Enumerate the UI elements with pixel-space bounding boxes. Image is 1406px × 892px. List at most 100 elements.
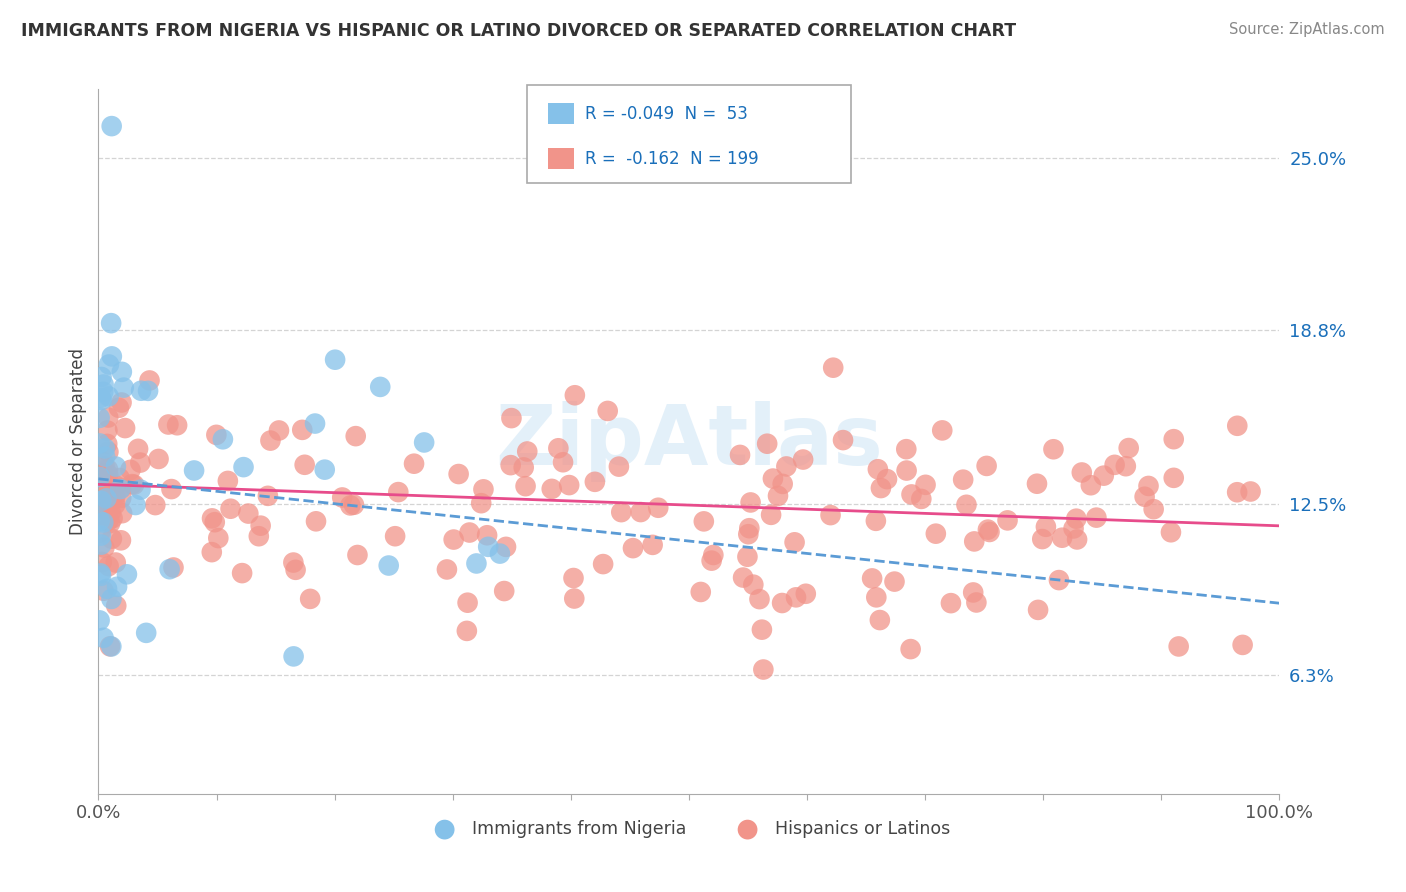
Point: [294, 458, 316, 472]
Point: [641, 538, 664, 552]
Point: [1035, 520, 1057, 534]
Point: [1080, 478, 1102, 492]
Point: [339, 499, 361, 513]
Point: [283, 556, 305, 570]
Point: [564, 388, 586, 402]
Point: [489, 547, 512, 561]
Point: [104, 490, 127, 504]
Point: [756, 436, 779, 450]
Point: [101, 532, 124, 546]
Point: [124, 498, 146, 512]
Point: [820, 508, 842, 522]
Point: [387, 485, 409, 500]
Point: [1026, 603, 1049, 617]
Point: [866, 462, 889, 476]
Point: [748, 592, 770, 607]
Point: [377, 558, 399, 573]
Point: [105, 599, 128, 613]
Point: [91, 384, 114, 399]
Point: [346, 548, 368, 562]
Point: [100, 119, 122, 133]
Point: [249, 518, 271, 533]
Point: [97, 410, 120, 425]
Point: [129, 456, 152, 470]
Point: [96, 424, 118, 438]
Point: [166, 418, 188, 433]
Point: [475, 528, 498, 542]
Point: [775, 459, 797, 474]
Point: [96, 437, 118, 451]
Point: [100, 481, 122, 495]
Point: [823, 360, 845, 375]
Point: [738, 521, 761, 535]
Point: [540, 482, 562, 496]
Point: [1163, 471, 1185, 485]
Point: [766, 489, 789, 503]
Point: [1118, 441, 1140, 455]
Point: [737, 549, 759, 564]
Point: [931, 424, 953, 438]
Point: [157, 417, 180, 432]
Point: [267, 424, 290, 438]
Point: [689, 585, 711, 599]
Point: [90, 500, 112, 514]
Point: [785, 591, 807, 605]
Point: [238, 507, 260, 521]
Point: [110, 533, 132, 548]
Point: [110, 482, 132, 496]
Point: [693, 514, 716, 528]
Point: [90, 568, 112, 582]
Point: [700, 554, 723, 568]
Point: [101, 483, 124, 497]
Point: [148, 452, 170, 467]
Point: [470, 496, 492, 510]
Point: [458, 525, 481, 540]
Point: [299, 591, 322, 606]
Point: [283, 649, 305, 664]
Point: [97, 462, 120, 476]
Point: [135, 625, 157, 640]
Point: [733, 570, 755, 584]
Point: [89, 470, 111, 484]
Point: [205, 428, 228, 442]
Point: [1047, 573, 1070, 587]
Point: [201, 545, 224, 559]
Text: R =  -0.162  N = 199: R = -0.162 N = 199: [585, 150, 758, 168]
Point: [770, 596, 793, 610]
Point: [101, 350, 124, 364]
Point: [259, 434, 281, 448]
Point: [90, 392, 112, 407]
Point: [1232, 638, 1254, 652]
Point: [90, 555, 112, 569]
Point: [90, 528, 112, 542]
Point: [368, 380, 391, 394]
Point: [1031, 532, 1053, 546]
Point: [494, 584, 516, 599]
Point: [115, 567, 138, 582]
Point: [110, 491, 132, 505]
Point: [1143, 502, 1166, 516]
Point: [558, 478, 581, 492]
Point: [621, 541, 644, 555]
Point: [304, 417, 326, 431]
Point: [114, 421, 136, 435]
Point: [869, 613, 891, 627]
Point: [91, 516, 114, 530]
Point: [162, 560, 184, 574]
Point: [900, 487, 922, 501]
Point: [794, 587, 817, 601]
Point: [1092, 468, 1115, 483]
Point: [1133, 490, 1156, 504]
Point: [159, 562, 181, 576]
Point: [217, 474, 239, 488]
Point: [143, 498, 166, 512]
Point: [104, 459, 127, 474]
Point: [93, 631, 115, 645]
Point: [110, 395, 132, 409]
Point: [120, 463, 142, 477]
Point: [330, 491, 353, 505]
Point: [762, 472, 785, 486]
Point: [740, 495, 762, 509]
Point: [100, 493, 122, 508]
Point: [413, 435, 436, 450]
